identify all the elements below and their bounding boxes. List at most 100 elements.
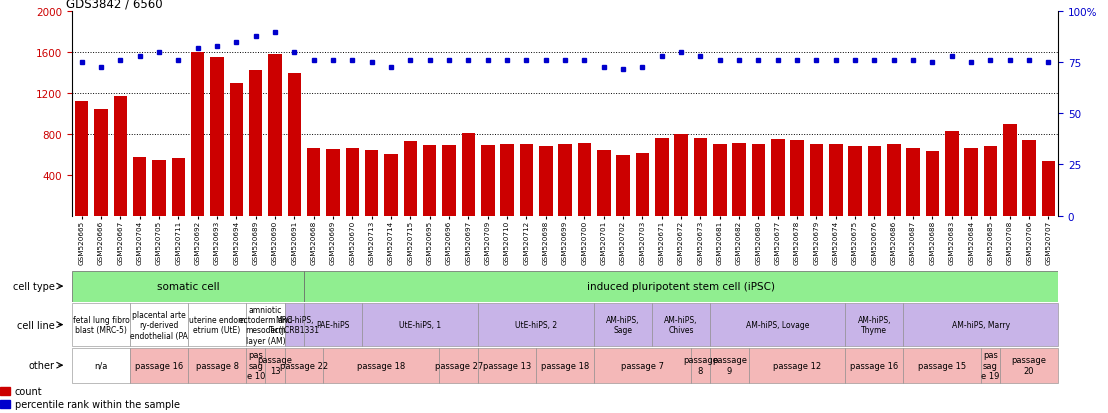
- Bar: [72, 303, 130, 347]
- Bar: [906, 149, 920, 216]
- Bar: [478, 303, 594, 347]
- Bar: [324, 348, 440, 383]
- Text: passage 7: passage 7: [620, 361, 664, 370]
- Bar: [1023, 141, 1036, 216]
- Bar: [1042, 162, 1055, 216]
- Text: MRC-hiPS,
Tic(JCRB1331: MRC-hiPS, Tic(JCRB1331: [269, 315, 320, 335]
- Bar: [925, 152, 940, 216]
- Text: passage
20: passage 20: [1012, 356, 1047, 375]
- Bar: [249, 71, 263, 216]
- Bar: [712, 145, 727, 216]
- Bar: [577, 144, 592, 216]
- Bar: [810, 145, 823, 216]
- Text: UtE-hiPS, 2: UtE-hiPS, 2: [515, 320, 557, 329]
- Bar: [981, 348, 1001, 383]
- Bar: [964, 149, 978, 216]
- Bar: [246, 348, 266, 383]
- Bar: [211, 58, 224, 216]
- Bar: [984, 147, 997, 216]
- Text: PAE-hiPS: PAE-hiPS: [317, 320, 350, 329]
- Bar: [266, 348, 285, 383]
- Text: pas
sag
e 19: pas sag e 19: [982, 351, 999, 380]
- Bar: [845, 303, 903, 347]
- Bar: [945, 131, 958, 216]
- Text: passage 8: passage 8: [195, 361, 238, 370]
- Bar: [520, 145, 533, 216]
- Text: AM-hiPS,
Sage: AM-hiPS, Sage: [606, 315, 639, 335]
- Text: passage
8: passage 8: [683, 356, 718, 375]
- Text: AM-hiPS,
Thyme: AM-hiPS, Thyme: [858, 315, 891, 335]
- Text: somatic cell: somatic cell: [156, 281, 219, 292]
- Bar: [94, 110, 107, 216]
- Bar: [462, 133, 475, 216]
- Bar: [710, 303, 845, 347]
- Bar: [1001, 348, 1058, 383]
- Bar: [442, 146, 455, 216]
- Text: uterine endom
etrium (UtE): uterine endom etrium (UtE): [188, 315, 245, 335]
- Bar: [597, 151, 611, 216]
- Text: AM-hiPS, Lovage: AM-hiPS, Lovage: [746, 320, 810, 329]
- Text: GDS3842 / 6560: GDS3842 / 6560: [66, 0, 163, 10]
- Text: AM-hiPS,
Chives: AM-hiPS, Chives: [665, 315, 698, 335]
- Bar: [288, 74, 301, 216]
- Bar: [1003, 124, 1016, 216]
- Bar: [326, 150, 340, 216]
- Text: passage 27: passage 27: [434, 361, 483, 370]
- Bar: [72, 348, 130, 383]
- Bar: [868, 147, 881, 216]
- Bar: [0, 387, 10, 395]
- Bar: [268, 55, 281, 216]
- Bar: [558, 145, 572, 216]
- Bar: [188, 303, 246, 347]
- Text: passage 22: passage 22: [280, 361, 328, 370]
- Bar: [903, 348, 981, 383]
- Bar: [690, 348, 710, 383]
- Bar: [653, 303, 710, 347]
- Bar: [888, 145, 901, 216]
- Bar: [655, 139, 668, 216]
- Text: UtE-hiPS, 1: UtE-hiPS, 1: [399, 320, 441, 329]
- Bar: [384, 155, 398, 216]
- Bar: [130, 348, 188, 383]
- Bar: [152, 161, 166, 216]
- Text: passage
13: passage 13: [257, 356, 293, 375]
- Bar: [0, 400, 10, 408]
- Text: cell line: cell line: [17, 320, 54, 330]
- Bar: [829, 145, 842, 216]
- Bar: [307, 149, 320, 216]
- Bar: [285, 303, 304, 347]
- Bar: [229, 84, 243, 216]
- Text: passage 16: passage 16: [850, 361, 899, 370]
- Bar: [75, 102, 89, 216]
- Bar: [732, 144, 746, 216]
- Bar: [304, 271, 1058, 302]
- Bar: [771, 140, 784, 216]
- Bar: [749, 348, 845, 383]
- Bar: [403, 142, 417, 216]
- Bar: [636, 154, 649, 216]
- Bar: [72, 271, 304, 302]
- Text: fetal lung fibro
blast (MRC-5): fetal lung fibro blast (MRC-5): [73, 315, 130, 335]
- Bar: [538, 147, 553, 216]
- Bar: [362, 303, 478, 347]
- Text: passage
9: passage 9: [712, 356, 747, 375]
- Text: passage 13: passage 13: [483, 361, 531, 370]
- Text: passage 18: passage 18: [357, 361, 406, 370]
- Bar: [790, 141, 804, 216]
- Bar: [594, 348, 690, 383]
- Bar: [130, 303, 188, 347]
- Text: passage 15: passage 15: [919, 361, 966, 370]
- Bar: [346, 149, 359, 216]
- Bar: [133, 158, 146, 216]
- Bar: [285, 348, 324, 383]
- Bar: [172, 159, 185, 216]
- Bar: [903, 303, 1058, 347]
- Bar: [114, 97, 127, 216]
- Text: placental arte
ry-derived
endothelial (PA: placental arte ry-derived endothelial (P…: [130, 310, 188, 339]
- Bar: [675, 135, 688, 216]
- Text: pas
sag
e 10: pas sag e 10: [246, 351, 265, 380]
- Bar: [478, 348, 536, 383]
- Bar: [188, 348, 246, 383]
- Bar: [849, 147, 862, 216]
- Bar: [845, 348, 903, 383]
